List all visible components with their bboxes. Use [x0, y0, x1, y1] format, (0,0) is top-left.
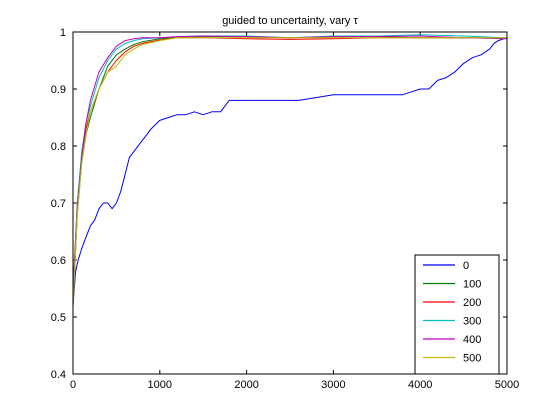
x-tick-label: 3000 [321, 379, 345, 391]
legend-label-300: 300 [463, 316, 481, 328]
y-tick-label: 1 [60, 27, 66, 39]
x-tick-label: 5000 [495, 379, 519, 391]
y-tick-label: 0.9 [51, 84, 66, 96]
chart-title: guided to uncertainty, vary τ [222, 15, 358, 27]
x-tick-label: 2000 [234, 379, 258, 391]
legend-label-200: 200 [463, 297, 481, 309]
y-tick-label: 0.7 [51, 198, 66, 210]
legend-label-500: 500 [463, 353, 481, 365]
series-line-500 [72, 37, 507, 306]
x-tick-label: 1000 [148, 379, 172, 391]
legend: 0 100 200 300 400 500 [414, 254, 500, 375]
x-tick-label: 0 [70, 379, 76, 391]
y-axis-ticks: 0.4 0.5 0.6 0.7 0.8 0.9 1 [51, 27, 507, 381]
legend-box [414, 254, 500, 375]
series-line-0 [72, 37, 508, 306]
legend-label-100: 100 [463, 279, 481, 291]
series-lines [72, 34, 508, 306]
y-tick-label: 0.8 [51, 141, 66, 153]
y-tick-label: 0.6 [51, 255, 66, 267]
plot-frame [72, 31, 508, 375]
y-tick-label: 0.4 [51, 369, 66, 381]
series-line-400 [72, 35, 508, 306]
x-tick-label: 4000 [408, 379, 432, 391]
legend-label-400: 400 [463, 334, 481, 346]
x-axis-ticks: 0 1000 2000 3000 4000 5000 [70, 32, 519, 391]
legend-label-0: 0 [463, 260, 469, 272]
y-tick-label: 0.5 [51, 312, 66, 324]
